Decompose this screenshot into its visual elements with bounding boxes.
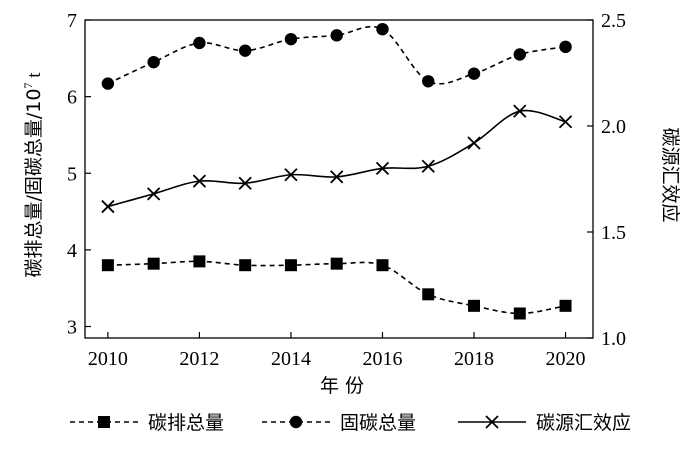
plot-axes: 3 4 5 6 7 1.0 1.5 2.0 2.5 2010 2012 2014 2016 2018 202… — [67, 10, 626, 370]
data-point-x — [238, 176, 252, 190]
data-point-square — [147, 257, 160, 270]
x-marker-stroke — [192, 174, 207, 188]
x-tick-label: 2016 — [362, 348, 402, 370]
data-point-square — [330, 257, 343, 270]
data-point-square — [98, 416, 110, 428]
series-line — [107, 109, 566, 208]
x-axis-label: 年 份 — [320, 375, 364, 397]
legend-item: 固碳总量 — [262, 412, 416, 434]
data-point-circle — [467, 67, 481, 80]
data-point-circle — [284, 32, 298, 46]
legend-label: 碳排总量 — [148, 412, 224, 434]
chart-legend: 碳排总量 固碳总量 碳源汇效应 — [70, 412, 631, 434]
x-tick-label: 2010 — [88, 348, 128, 370]
x-marker-stroke — [558, 115, 573, 129]
x-marker-stroke — [513, 104, 527, 118]
series-layer — [101, 22, 573, 320]
x-marker-stroke — [330, 170, 344, 184]
data-point-square — [559, 299, 572, 312]
x-marker-stroke — [375, 161, 390, 176]
data-point-circle — [330, 29, 343, 42]
data-point-circle — [101, 77, 115, 90]
data-point-x — [330, 170, 344, 184]
series-square — [101, 255, 572, 320]
x-marker-stroke — [421, 159, 435, 173]
data-point-x — [284, 168, 298, 182]
data-point-x — [558, 115, 573, 129]
series-circle — [101, 22, 572, 90]
legend-item: 碳源汇效应 — [458, 412, 631, 434]
data-point-square — [468, 299, 481, 312]
data-point-square — [101, 259, 114, 272]
data-point-square — [422, 288, 435, 301]
series-x — [101, 104, 573, 214]
data-point-x — [467, 136, 481, 150]
y-right-tick-label: 1.5 — [601, 222, 626, 244]
data-point-circle — [193, 36, 206, 50]
data-point-circle — [513, 48, 526, 61]
data-point-circle — [559, 40, 572, 54]
legend-item: 碳排总量 — [70, 412, 224, 434]
x-marker-stroke — [467, 136, 481, 150]
x-tick-label: 2014 — [271, 348, 311, 370]
data-point-x — [485, 415, 499, 429]
data-point-x — [421, 159, 435, 173]
x-marker-stroke — [101, 199, 115, 214]
plot-frame — [84, 19, 594, 339]
y-right-tick-label: 2.0 — [601, 116, 626, 138]
data-point-circle — [376, 22, 389, 36]
y-axis-left-label: 碳排总量/固碳总量/107 t — [21, 72, 45, 278]
x-tick-label: 2020 — [546, 348, 586, 370]
x-marker-stroke — [238, 176, 252, 190]
y-left-tick-label: 6 — [67, 87, 77, 109]
data-point-square — [284, 259, 297, 272]
x-marker-stroke — [485, 415, 499, 429]
data-point-x — [513, 104, 527, 118]
data-point-x — [101, 199, 115, 214]
data-point-square — [513, 307, 526, 320]
legend-label: 固碳总量 — [340, 412, 416, 434]
x-tick-label: 2012 — [179, 348, 219, 370]
data-point-circle — [422, 75, 435, 88]
data-point-circle — [147, 55, 160, 69]
y-left-tick-label: 7 — [67, 10, 77, 32]
x-marker-stroke — [284, 168, 298, 182]
y-axis-right-label: 碳源汇效应 — [659, 127, 681, 222]
legend-label: 碳源汇效应 — [536, 412, 631, 434]
x-tick-label: 2018 — [454, 348, 494, 370]
y-left-tick-label: 5 — [67, 163, 77, 185]
y-right-tick-label: 2.5 — [601, 10, 626, 32]
series-line — [107, 25, 566, 85]
y-left-tick-label: 4 — [67, 240, 77, 262]
data-point-square — [376, 259, 389, 272]
data-point-x — [147, 187, 161, 201]
y-left-tick-label: 3 — [67, 317, 77, 339]
data-point-circle — [289, 415, 303, 429]
data-point-square — [239, 259, 252, 272]
y-right-tick-label: 1.0 — [601, 328, 626, 350]
data-point-circle — [238, 44, 252, 57]
data-point-square — [193, 255, 206, 268]
x-marker-stroke — [147, 187, 161, 201]
data-point-x — [192, 174, 207, 188]
data-point-x — [375, 161, 390, 176]
